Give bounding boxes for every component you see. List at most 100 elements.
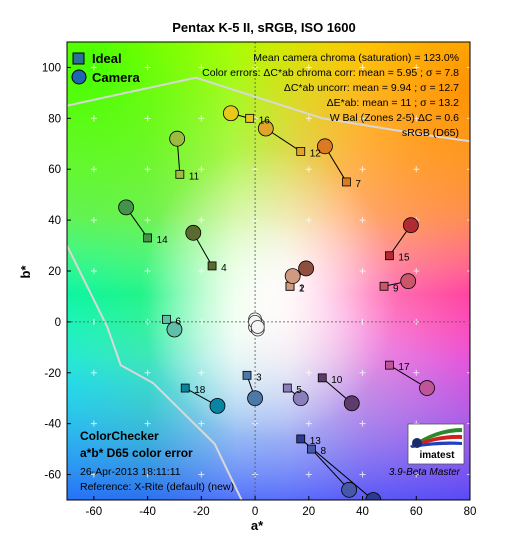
grid-cross <box>90 471 97 478</box>
x-tick-label: 60 <box>410 506 423 518</box>
grid-cross <box>359 64 366 71</box>
gamut-boundary <box>67 76 470 500</box>
grid-cross <box>359 217 366 224</box>
grid-cross <box>305 166 312 173</box>
grid-cross <box>198 471 205 478</box>
grid-cross <box>144 420 151 427</box>
grid-cross <box>305 420 312 427</box>
y-tick-label: 20 <box>48 266 61 278</box>
grid-cross <box>413 166 420 173</box>
grid-cross <box>305 217 312 224</box>
ideal-marker-17 <box>384 360 394 370</box>
grid-cross <box>144 369 151 376</box>
camera-marker-16 <box>222 105 239 122</box>
y-tick-label: -40 <box>44 419 61 431</box>
grid-cross <box>467 471 470 478</box>
y-tick-label: -60 <box>44 470 61 482</box>
grid-cross <box>198 115 205 122</box>
stats-line-delta-e: ΔE*ab: mean = 11 ; σ = 13.2 <box>327 97 460 109</box>
patch-label-13: 13 <box>310 436 322 447</box>
patch-label-3: 3 <box>256 372 262 383</box>
x-tick-label: -60 <box>86 506 103 518</box>
patch-label-15: 15 <box>398 253 410 264</box>
y-tick-label: -20 <box>44 368 61 380</box>
legend-ideal-marker <box>72 52 85 65</box>
grid-cross <box>305 64 312 71</box>
patch-label-18: 18 <box>194 385 206 396</box>
camera-marker-10 <box>343 395 360 412</box>
patch-label-14: 14 <box>157 235 169 246</box>
grid-cross <box>467 369 470 376</box>
grid-cross <box>467 64 470 71</box>
patch-label-1: 1 <box>299 283 305 294</box>
grid-cross <box>198 166 205 173</box>
grid-cross <box>90 268 97 274</box>
stats-line-uncorr: ΔC*ab uncorr: mean = 9.94 ; σ = 12.7 <box>284 82 459 94</box>
patch-label-6: 6 <box>175 316 181 327</box>
camera-marker-13 <box>365 492 382 500</box>
connector-8 <box>311 448 350 491</box>
patch-label-7: 7 <box>355 179 361 190</box>
grid-cross <box>90 217 97 224</box>
grid-cross <box>467 420 470 427</box>
neutral-markers <box>248 312 265 337</box>
grid-cross <box>359 369 366 376</box>
grid-cross <box>467 217 470 224</box>
grid-cross <box>467 268 470 274</box>
camera-marker-2 <box>284 268 301 284</box>
grid-cross <box>198 64 205 71</box>
legend-camera-marker <box>71 69 87 85</box>
camera-marker-5 <box>292 390 309 407</box>
ideal-markers <box>143 113 394 454</box>
y-axis-ticks: -60 -40 -20 0 20 40 60 80 100 <box>42 62 71 482</box>
grid-cross <box>144 471 151 478</box>
legend-ideal-label: Ideal <box>92 51 122 66</box>
footer-reference: Reference: X-Rite (default) (new) <box>80 481 234 493</box>
grid-cross <box>198 369 205 376</box>
grid-cross <box>359 471 366 478</box>
ideal-marker-18 <box>180 383 190 393</box>
stats-line-chroma: Mean camera chroma (saturation) = 123.0% <box>253 52 459 64</box>
y-axis-label: b* <box>18 265 33 279</box>
x-tick-label: -20 <box>193 506 210 518</box>
grid-cross <box>198 268 205 274</box>
camera-marker-17 <box>419 380 435 396</box>
ideal-marker-12 <box>296 147 306 156</box>
patch-label-5: 5 <box>296 385 302 396</box>
grid-cross <box>305 471 312 478</box>
ideal-marker-14 <box>143 233 153 243</box>
footer-subtitle: a*b* D65 color error <box>80 446 193 460</box>
patch-label-10: 10 <box>331 375 343 386</box>
footer-version: 3.9-Beta Master <box>389 467 461 478</box>
camera-marker-7 <box>317 138 333 155</box>
camera-marker-8 <box>341 481 358 498</box>
y-tick-label: 100 <box>42 62 61 74</box>
ideal-marker-13 <box>296 434 306 444</box>
x-tick-label: 80 <box>464 506 477 518</box>
camera-marker-6 <box>166 321 183 338</box>
imatest-logo-text: imatest <box>419 450 455 461</box>
stats-line-wbal: W Bal (Zones 2-5) ΔC = 0.6 <box>330 112 459 124</box>
grid-cross <box>359 166 366 173</box>
x-tick-label: 40 <box>356 506 369 518</box>
ideal-marker-11 <box>175 169 185 179</box>
grid-cross <box>467 115 470 122</box>
grid-cross <box>144 115 151 122</box>
camera-marker-18 <box>209 397 226 414</box>
camera-marker-11 <box>169 130 186 147</box>
ideal-marker-8 <box>307 444 316 454</box>
patch-label-11: 11 <box>189 171 200 182</box>
camera-marker-15 <box>402 217 419 234</box>
patch-label-17: 17 <box>398 362 410 373</box>
grid-cross <box>144 217 151 224</box>
grid-cross <box>413 369 420 376</box>
ideal-marker-9 <box>379 281 389 291</box>
grid-cross <box>359 115 366 122</box>
ideal-marker-7 <box>342 177 351 187</box>
grid-cross <box>90 115 97 122</box>
footer-title: ColorChecker <box>80 429 159 443</box>
gamut-curve-left <box>67 245 243 500</box>
grid-cross <box>359 268 366 274</box>
